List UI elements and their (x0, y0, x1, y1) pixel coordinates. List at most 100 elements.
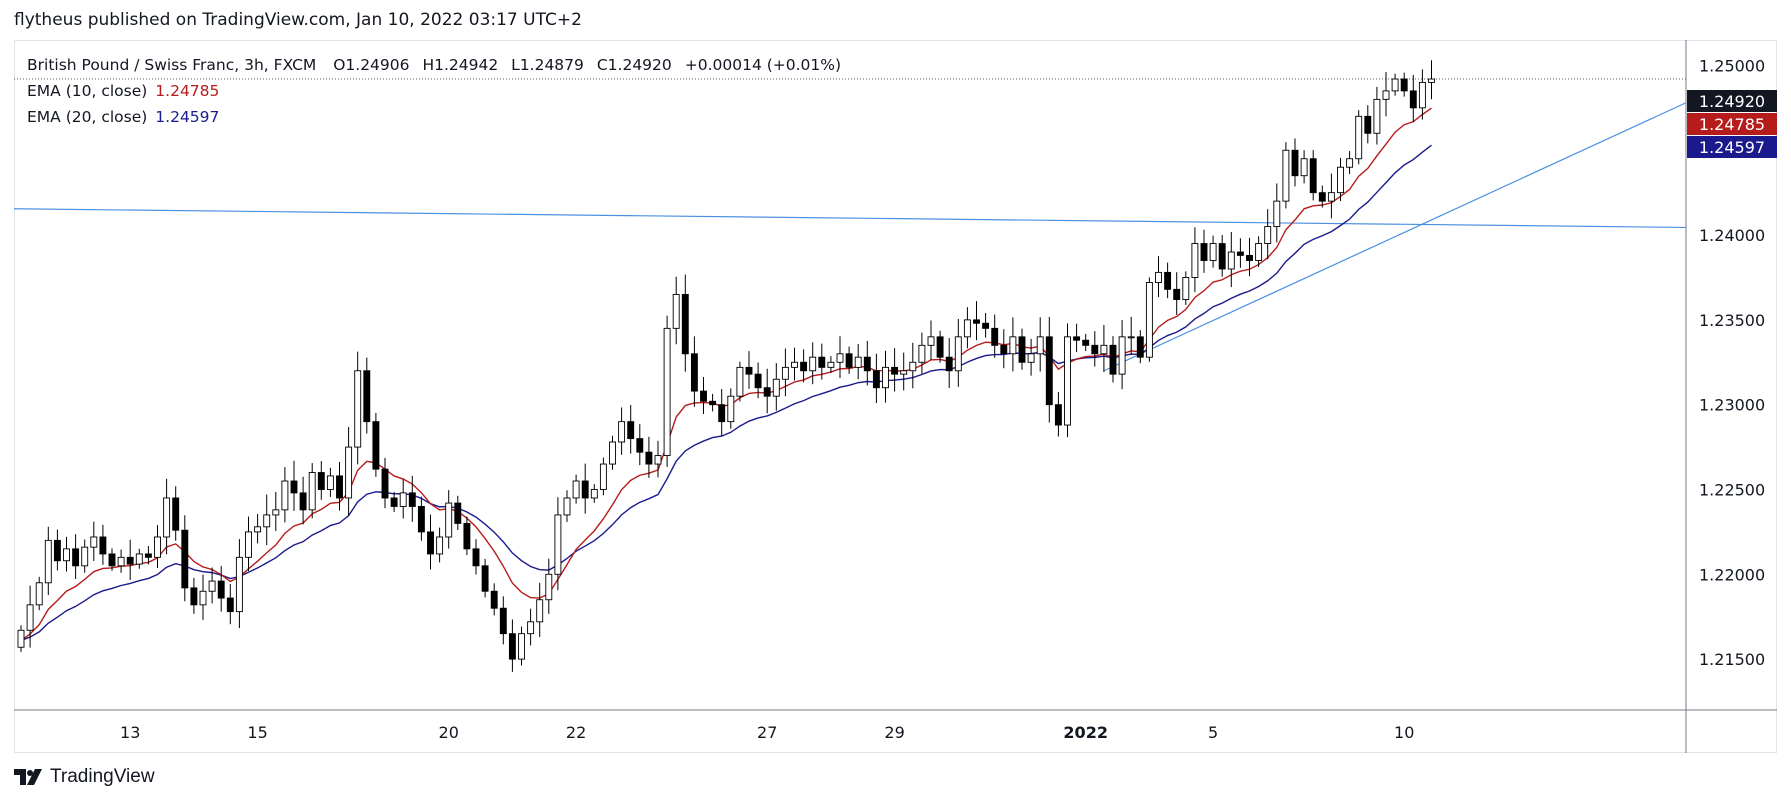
candle-body (1273, 200, 1281, 228)
candle-body (1091, 344, 1099, 355)
candle (599, 457, 607, 496)
candle-body (963, 319, 971, 338)
chart-frame[interactable] (14, 40, 1777, 753)
candle (863, 340, 871, 386)
candle-body (463, 522, 471, 550)
candle-body (1236, 251, 1244, 256)
candle-body (563, 497, 571, 516)
candle-body (672, 293, 680, 329)
ema10-row[interactable]: EMA (10, close) 1.24785 (27, 78, 841, 104)
candle (609, 435, 616, 470)
candle (354, 351, 362, 465)
candle-body (609, 441, 616, 465)
candlestick-chart[interactable]: 1.21500 1.22000 1.22500 1.23000 1.23500 1.240… (0, 0, 1791, 760)
candle (963, 307, 971, 349)
candle-body (1391, 78, 1399, 92)
candle-body (72, 548, 80, 567)
candle-body (499, 607, 507, 635)
candle-body (536, 599, 544, 623)
price-tag-bg (1687, 136, 1777, 158)
candle (1100, 325, 1108, 373)
candle-body (709, 400, 717, 406)
candle-body (545, 573, 553, 601)
candle-body (472, 548, 480, 567)
candle (163, 478, 171, 555)
candle-body (718, 404, 726, 423)
candle-body (381, 468, 389, 499)
tradingview-footer[interactable]: TradingView (14, 766, 155, 788)
candle (508, 619, 516, 672)
candle (1246, 237, 1253, 277)
close-label: C (596, 56, 608, 74)
candle (763, 368, 771, 414)
candle (326, 467, 334, 497)
candle-body (891, 366, 899, 375)
candle (927, 320, 935, 361)
ema10-label: EMA (10, close) (27, 82, 148, 100)
candle-body (363, 370, 371, 423)
candle (1127, 316, 1135, 355)
candle-body (690, 353, 698, 392)
candle (299, 476, 307, 525)
candle (1118, 320, 1126, 390)
candle-body (408, 492, 416, 507)
candle-body (445, 502, 453, 538)
candle-body (927, 336, 935, 346)
candle-body (44, 539, 52, 584)
candle (35, 576, 43, 611)
candle-body (1200, 243, 1208, 261)
candle-body (845, 353, 853, 368)
candle-body (872, 370, 880, 389)
candle (1073, 323, 1081, 353)
price-tag-text: 1.24597 (1699, 138, 1765, 157)
candle (336, 462, 343, 511)
candle-body (1173, 288, 1181, 300)
x-tick-label: 13 (120, 723, 140, 742)
candle-body (945, 356, 953, 372)
candle (208, 567, 216, 604)
candle-body (863, 356, 871, 372)
candle (1009, 317, 1017, 372)
candle-body (727, 395, 735, 423)
candle-body (326, 475, 334, 490)
candle-body (281, 480, 289, 511)
candle-body (1337, 166, 1344, 194)
x-tick-label: 10 (1394, 723, 1414, 742)
candle (645, 436, 653, 478)
x-tick-label: 20 (439, 723, 459, 742)
candle-body (1282, 149, 1290, 202)
candle (1318, 185, 1326, 208)
candle-body (1209, 243, 1217, 261)
candle-body (317, 472, 325, 490)
candle (654, 440, 662, 478)
candle-body (508, 633, 516, 660)
candle-body (590, 489, 598, 499)
candle-body (154, 536, 161, 558)
candle-body (90, 536, 98, 548)
candle-body (900, 370, 908, 375)
candle (809, 342, 817, 385)
candle-body (763, 387, 771, 397)
candle-body (1054, 404, 1062, 426)
candle (117, 549, 125, 573)
candle (1091, 331, 1099, 367)
price-tag-text: 1.24920 (1699, 92, 1765, 111)
x-tick-label: 5 (1208, 723, 1218, 742)
symbol-row: British Pound / Swiss Franc, 3h, FXCM O1… (27, 52, 841, 78)
candle (636, 424, 644, 466)
price-tag-bg (1687, 90, 1777, 112)
candle-body (490, 590, 498, 609)
candle-body (99, 536, 107, 555)
candle (17, 625, 25, 652)
candle (945, 338, 953, 388)
candle-body (1036, 336, 1044, 355)
y-tick-label: 1.22000 (1699, 565, 1765, 584)
candle-body (1318, 192, 1326, 202)
y-tick-label: 1.24000 (1699, 226, 1765, 245)
candle (436, 527, 444, 563)
open-label: O (333, 56, 346, 74)
price-tag: 1.24785 (1687, 113, 1777, 135)
ema20-row[interactable]: EMA (20, close) 1.24597 (27, 104, 841, 130)
candle-body (372, 421, 380, 470)
candle-body (1145, 282, 1153, 358)
